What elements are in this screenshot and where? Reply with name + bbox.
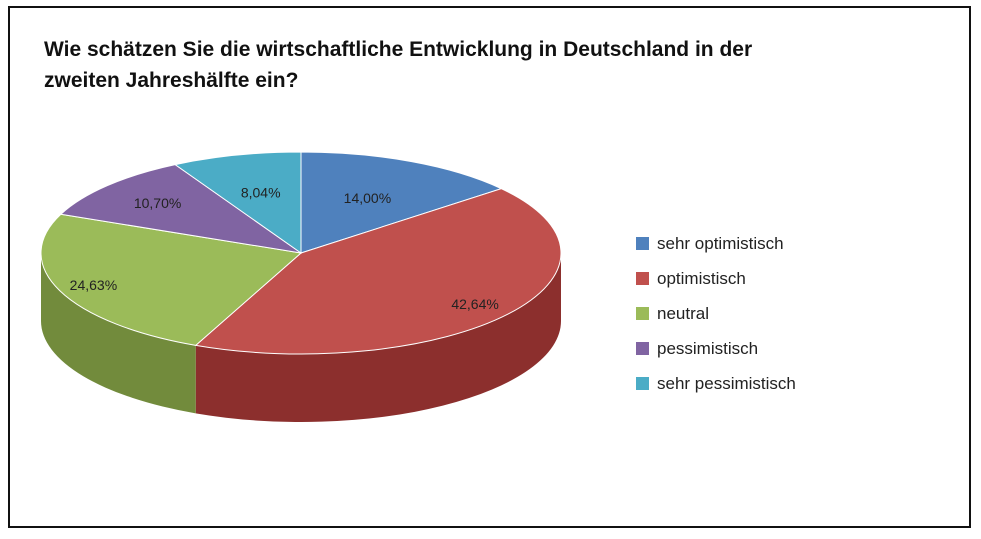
pie-slice-sehr-optimistisch: [300, 151, 503, 254]
legend-label: neutral: [657, 303, 709, 323]
chart-title: Wie schätzen Sie die wirtschaftliche Ent…: [44, 38, 753, 92]
legend-item-neutral: neutral: [636, 296, 796, 331]
pie-side-optimistisch: [195, 253, 561, 422]
pie-slice-sehr-pessimistisch: [173, 151, 302, 254]
legend-label: optimistisch: [657, 268, 746, 288]
legend-swatch: [636, 307, 649, 320]
pie-side-neutral: [41, 253, 196, 414]
data-label-optimistisch: 42,64%: [451, 296, 498, 312]
pie-slice-neutral: [40, 213, 303, 346]
pie-slice-optimistisch: [194, 188, 562, 355]
data-label-neutral: 24,63%: [70, 277, 117, 293]
data-label-sehr-pessimistisch: 8,04%: [241, 184, 281, 200]
legend-swatch: [636, 237, 649, 250]
legend-label: pessimistisch: [657, 338, 759, 358]
data-label-pessimistisch: 10,70%: [134, 195, 181, 211]
pie-slice-pessimistisch: [59, 164, 302, 254]
legend-label: sehr pessimistisch: [657, 373, 796, 393]
legend-label: sehr optimistisch: [657, 233, 784, 253]
legend-swatch: [636, 377, 649, 390]
chart-legend: sehr optimistisch optimistisch neutral pess…: [636, 226, 796, 401]
legend-swatch: [636, 272, 649, 285]
legend-item-pessimistisch: pessimistisch: [636, 331, 796, 366]
legend-item-sehr-pessimistisch: sehr pessimistisch: [636, 366, 796, 401]
data-label-sehr-optimistisch: 14,00%: [344, 190, 391, 206]
legend-swatch: [636, 342, 649, 355]
legend-item-optimistisch: optimistisch: [636, 261, 796, 296]
legend-item-sehr-optimistisch: sehr optimistisch: [636, 226, 796, 261]
